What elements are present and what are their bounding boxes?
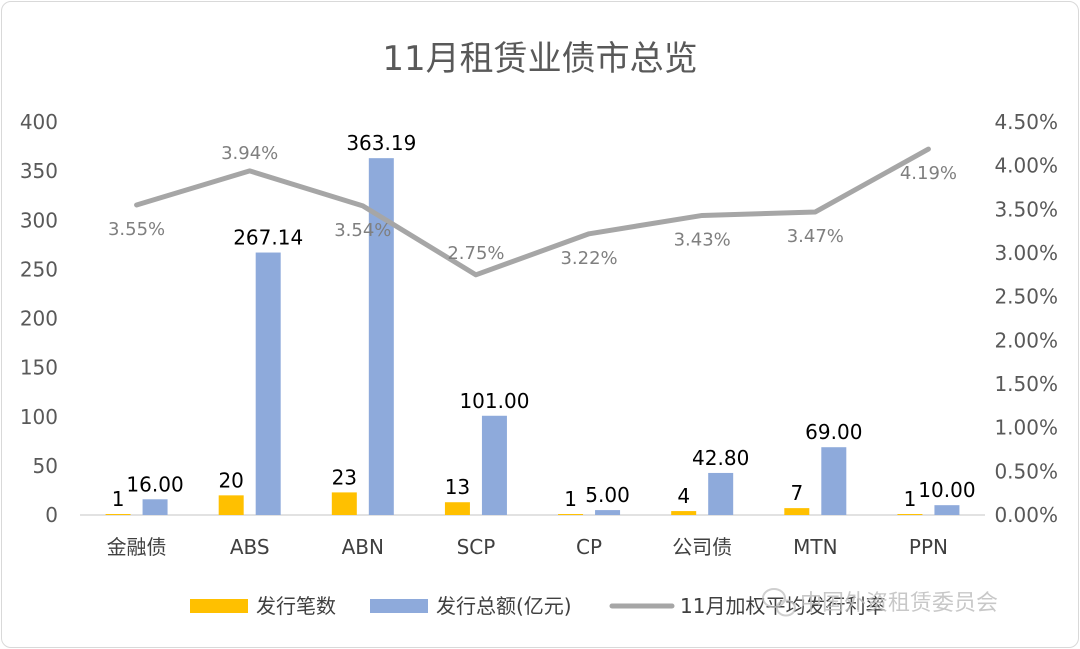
bar-amount xyxy=(708,472,734,515)
category-label: SCP xyxy=(457,535,496,559)
bar-amount-label: 101.00 xyxy=(459,389,529,413)
bar-amount xyxy=(595,510,621,515)
legend-swatch-amount xyxy=(370,599,428,613)
bar-count xyxy=(671,511,697,515)
left-tick-label: 50 xyxy=(33,454,58,478)
rate-label: 4.19% xyxy=(900,163,957,184)
legend-label-count: 发行笔数 xyxy=(256,594,336,618)
bar-amount xyxy=(821,447,847,515)
bar-count xyxy=(784,508,810,515)
category-label: CP xyxy=(576,535,602,559)
bars: 120 23 13 1 4 7 116.00267.14363.19101.005.0042… xyxy=(105,131,976,515)
category-labels: 金融债 ABS ABN SCP CP 公司债 MTN PPN xyxy=(107,535,948,559)
right-tick-label: 4.50% xyxy=(994,110,1058,134)
category-label: ABN xyxy=(342,535,384,559)
bar-count xyxy=(331,492,357,515)
bar-count xyxy=(558,514,584,515)
category-label: 金融债 xyxy=(107,535,167,559)
bar-amount-label: 267.14 xyxy=(233,226,303,250)
right-tick-label: 3.00% xyxy=(994,241,1058,265)
bar-count-label: 1 xyxy=(112,487,125,511)
rate-label: 3.47% xyxy=(787,226,844,247)
bar-count-label: 7 xyxy=(790,481,803,505)
bar-amount-label: 42.80 xyxy=(692,446,749,470)
bar-amount-label: 69.00 xyxy=(805,420,862,444)
left-tick-label: 100 xyxy=(20,405,58,429)
category-label: 公司债 xyxy=(672,535,732,559)
watermark-text: 中国外资租赁委员会 xyxy=(800,591,998,616)
right-tick-label: 0.50% xyxy=(994,459,1058,483)
right-tick-label: 4.00% xyxy=(994,154,1058,178)
right-tick-label: 2.50% xyxy=(994,285,1058,309)
bar-amount-label: 16.00 xyxy=(126,472,183,496)
bar-count xyxy=(105,514,131,515)
left-tick-label: 200 xyxy=(20,307,58,331)
right-axis: 0.00% 0.50% 1.00% 1.50% 2.00% 2.50% 3.00% 3.50%… xyxy=(994,110,1058,527)
rate-label: 3.94% xyxy=(221,143,278,164)
rate-line-path xyxy=(134,146,931,278)
bar-count-label: 4 xyxy=(677,484,690,508)
bar-amount xyxy=(255,252,281,515)
right-tick-label: 2.00% xyxy=(994,328,1058,352)
left-axis: 0 50 100 150 200 250 300 350 400 xyxy=(20,110,58,527)
legend-label-amount: 发行总额(亿元) xyxy=(436,594,572,618)
bar-count-label: 1 xyxy=(564,487,577,511)
right-tick-label: 1.50% xyxy=(994,372,1058,396)
left-tick-label: 400 xyxy=(20,110,58,134)
bar-count-label: 20 xyxy=(218,468,243,492)
watermark: 中国外资租赁委员会 xyxy=(762,588,998,617)
bar-amount-label: 5.00 xyxy=(585,483,630,507)
rate-line: 3.55% 3.94% 3.54% 2.75% 3.22% 3.43% 3.47% 4.19% xyxy=(108,143,957,278)
legend-swatch-count xyxy=(190,599,248,613)
bar-count-label: 23 xyxy=(332,465,357,489)
bar-amount xyxy=(934,505,960,515)
bar-count xyxy=(897,514,923,515)
rate-label: 3.43% xyxy=(674,229,731,250)
left-tick-label: 250 xyxy=(20,257,58,281)
bar-amount xyxy=(481,415,507,515)
rate-label: 3.55% xyxy=(108,219,165,240)
category-label: PPN xyxy=(909,535,948,559)
legend: 发行笔数 发行总额(亿元) 11月加权平均发行利率 xyxy=(190,594,885,618)
bar-count-label: 1 xyxy=(904,487,917,511)
right-tick-label: 1.00% xyxy=(994,416,1058,440)
bar-amount-label: 363.19 xyxy=(346,131,416,155)
left-tick-label: 300 xyxy=(20,208,58,232)
rate-label: 3.22% xyxy=(560,248,617,269)
wechat-icon xyxy=(762,588,796,617)
rate-label: 3.54% xyxy=(334,220,391,241)
bar-count xyxy=(444,502,470,515)
left-tick-label: 0 xyxy=(45,503,58,527)
right-tick-label: 3.50% xyxy=(994,197,1058,221)
category-label: MTN xyxy=(793,535,837,559)
bar-count xyxy=(218,495,244,515)
bar-amount xyxy=(142,499,168,515)
chart-title: 11月租赁业债市总览 xyxy=(382,39,697,79)
bar-amount-label: 10.00 xyxy=(918,478,975,502)
rate-label: 2.75% xyxy=(447,243,504,264)
left-tick-label: 350 xyxy=(20,159,58,183)
left-tick-label: 150 xyxy=(20,356,58,380)
right-tick-label: 0.00% xyxy=(994,503,1058,527)
bar-count-label: 13 xyxy=(445,475,470,499)
category-label: ABS xyxy=(230,535,270,559)
